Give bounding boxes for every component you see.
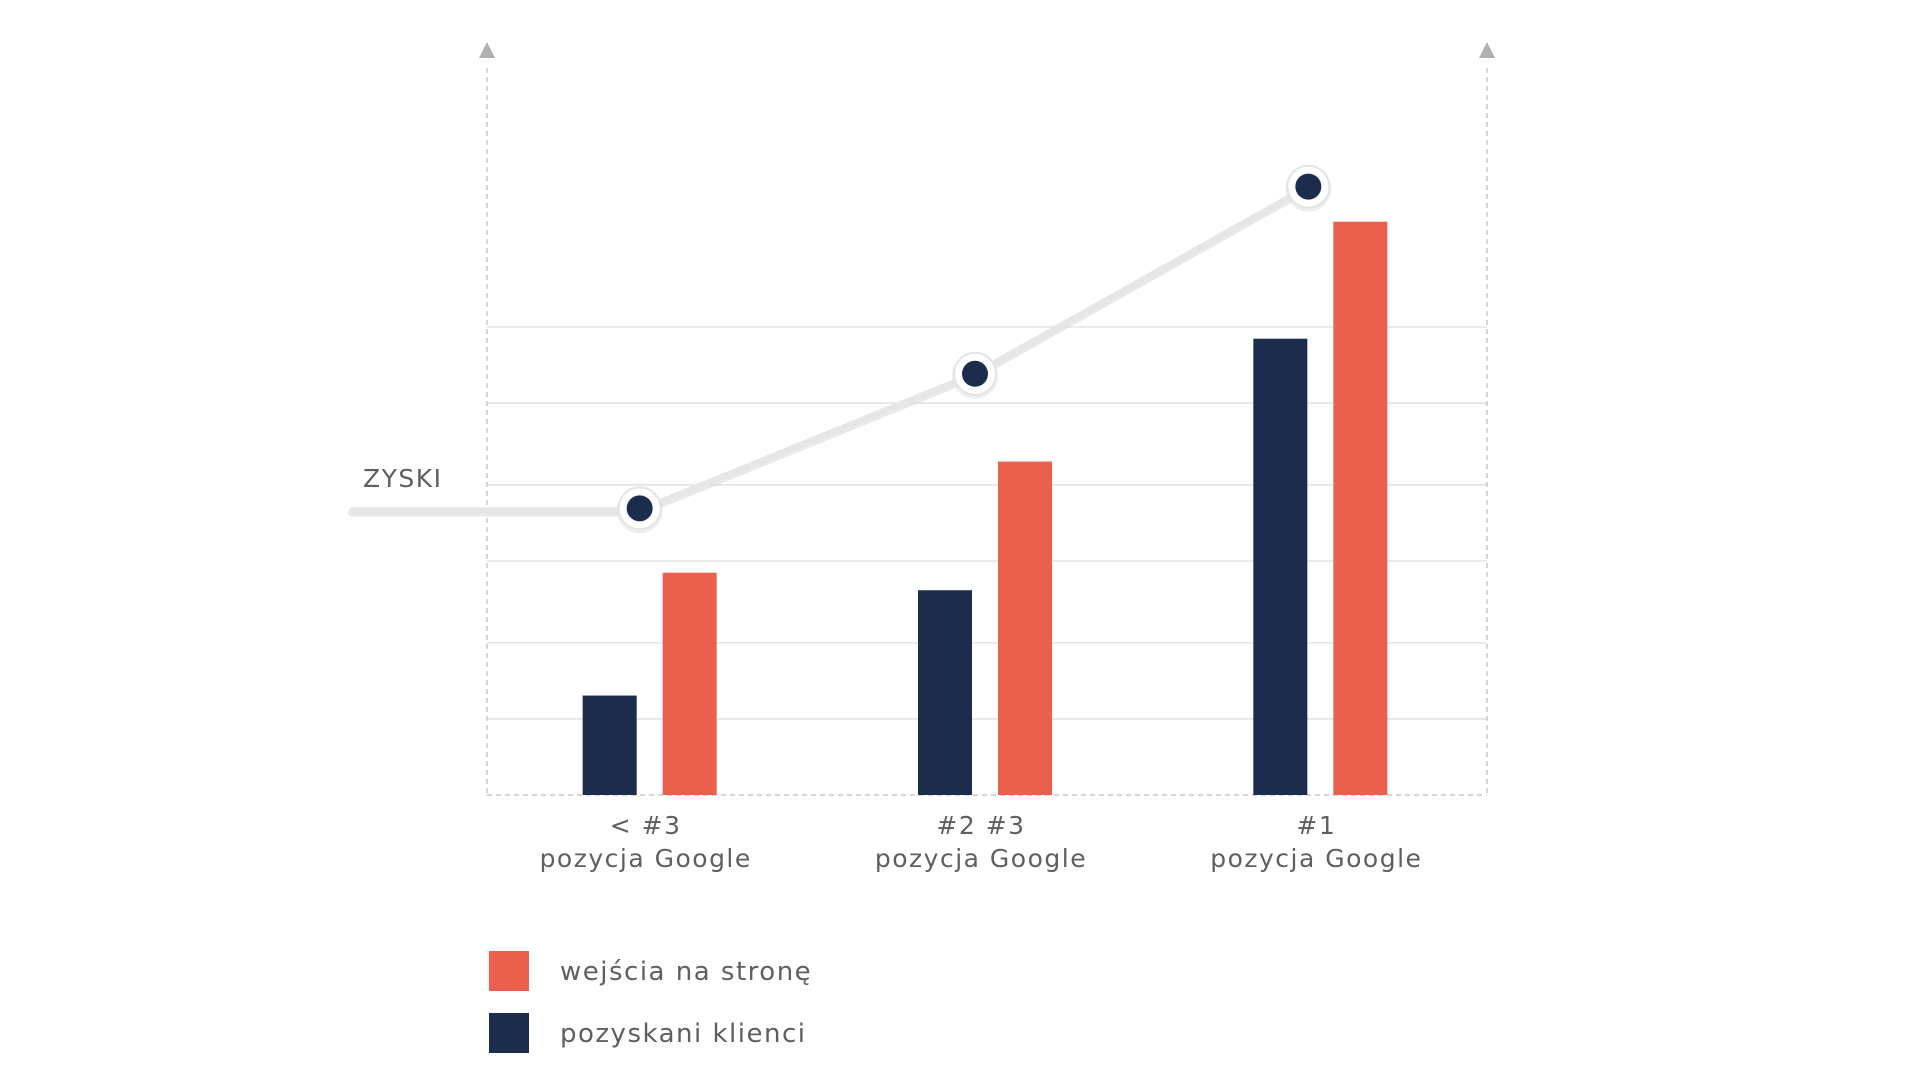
- bar-pozyskani-klienci: [918, 590, 972, 795]
- line-point: [1295, 173, 1322, 200]
- zyski-line: ZYSKI: [348, 164, 1332, 534]
- bars: [582, 221, 1388, 795]
- bar-pozyskani-klienci: [1253, 338, 1308, 795]
- line-label: ZYSKI: [363, 464, 443, 493]
- bar-wejscia-na-strone: [1333, 221, 1388, 795]
- category-labels: < #3 pozycja Google #2 #3 pozycja Google #1 p…: [540, 811, 1422, 873]
- tick-label: #1: [1296, 811, 1336, 840]
- bar-wejscia-na-strone: [998, 461, 1052, 795]
- bar-wejscia-na-strone: [662, 572, 717, 795]
- legend: wejścia na stronę pozyskani klienci: [489, 951, 812, 1053]
- legend-swatch: [489, 951, 529, 991]
- tick-label: pozycja Google: [540, 844, 752, 873]
- axes: [479, 42, 1495, 796]
- bar-pozyskani-klienci: [582, 695, 637, 795]
- legend-label: wejścia na stronę: [560, 957, 812, 987]
- line-path: [349, 183, 1312, 514]
- line-point: [962, 360, 988, 387]
- line-point: [626, 495, 653, 522]
- tick-label: < #3: [610, 811, 682, 840]
- line-shadow: [348, 184, 1313, 517]
- tick-label: pozycja Google: [1210, 844, 1422, 873]
- arrow-up-icon: [479, 42, 495, 58]
- gridlines: [487, 326, 1487, 720]
- tick-label: #2 #3: [936, 811, 1025, 840]
- tick-label: pozycja Google: [875, 844, 1087, 873]
- arrow-up-icon: [1479, 42, 1495, 58]
- legend-swatch: [489, 1013, 529, 1053]
- legend-label: pozyskani klienci: [560, 1019, 807, 1049]
